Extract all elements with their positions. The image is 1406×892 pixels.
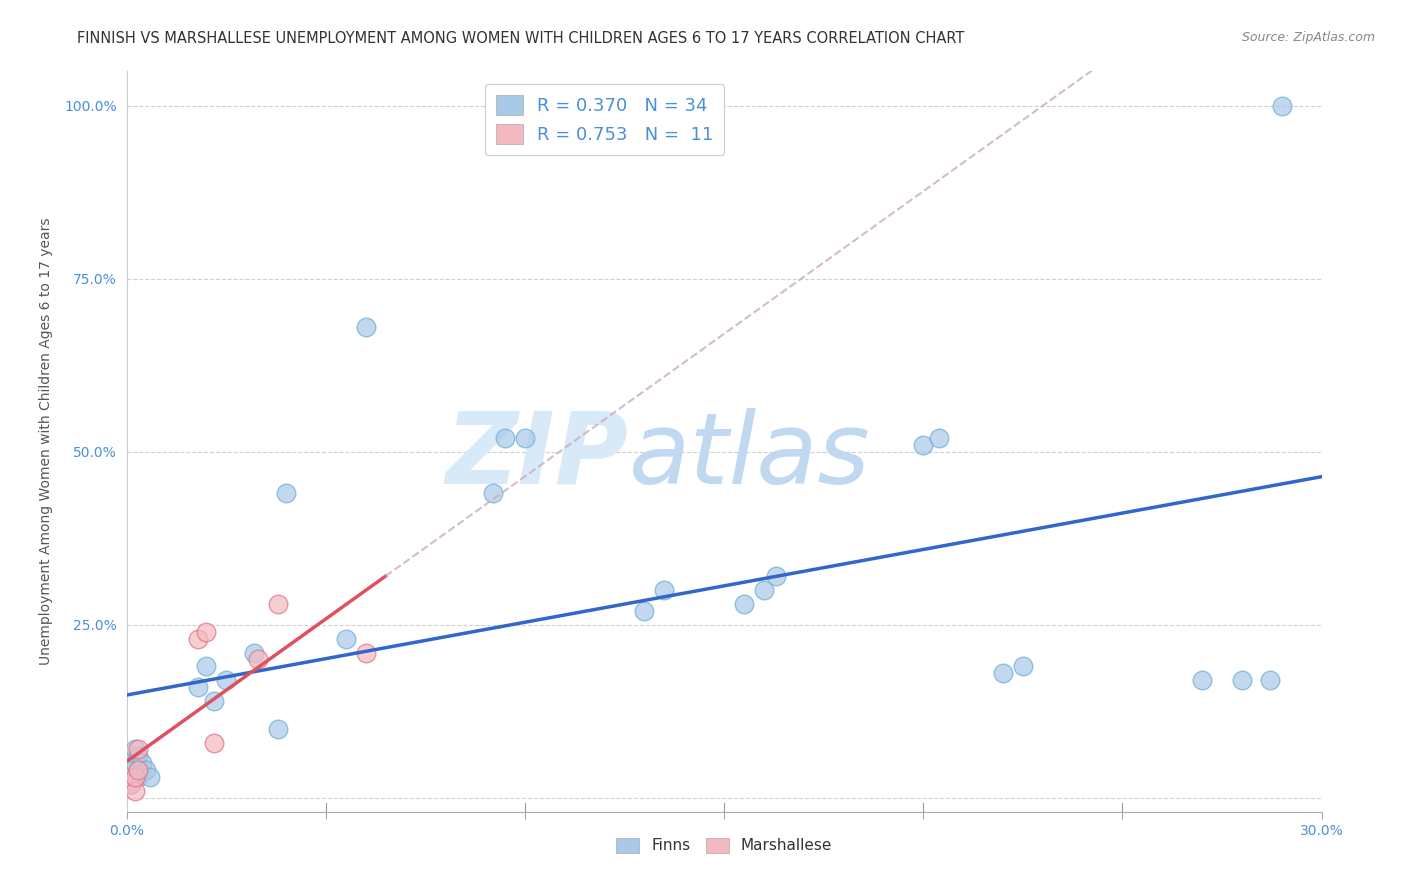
- Point: [195, 659, 218, 673]
- Text: atlas: atlas: [628, 408, 870, 505]
- Point: [127, 749, 149, 764]
- Point: [765, 569, 787, 583]
- Point: [243, 646, 266, 660]
- Point: [202, 694, 225, 708]
- Text: Source: ZipAtlas.com: Source: ZipAtlas.com: [1241, 31, 1375, 45]
- Point: [124, 742, 146, 756]
- Legend: Finns, Marshallese: Finns, Marshallese: [610, 831, 838, 860]
- Point: [1011, 659, 1033, 673]
- Point: [752, 583, 775, 598]
- Point: [120, 763, 142, 777]
- Point: [195, 624, 218, 639]
- Text: ZIP: ZIP: [446, 408, 628, 505]
- Point: [215, 673, 238, 688]
- Point: [991, 666, 1014, 681]
- Point: [131, 756, 153, 771]
- Point: [513, 431, 536, 445]
- Point: [124, 770, 146, 784]
- Point: [127, 770, 149, 784]
- Point: [120, 777, 142, 791]
- Point: [127, 763, 149, 777]
- Point: [928, 431, 950, 445]
- Point: [1271, 99, 1294, 113]
- Point: [335, 632, 357, 646]
- Point: [1258, 673, 1281, 688]
- Point: [1230, 673, 1253, 688]
- Point: [267, 597, 290, 611]
- Point: [267, 722, 290, 736]
- Point: [139, 770, 162, 784]
- Point: [135, 763, 157, 777]
- Point: [202, 735, 225, 749]
- Point: [120, 777, 142, 791]
- Point: [124, 784, 146, 798]
- Point: [482, 486, 505, 500]
- Y-axis label: Unemployment Among Women with Children Ages 6 to 17 years: Unemployment Among Women with Children A…: [39, 218, 53, 665]
- Point: [633, 604, 655, 618]
- Text: FINNISH VS MARSHALLESE UNEMPLOYMENT AMONG WOMEN WITH CHILDREN AGES 6 TO 17 YEARS: FINNISH VS MARSHALLESE UNEMPLOYMENT AMON…: [77, 31, 965, 46]
- Point: [354, 646, 377, 660]
- Point: [494, 431, 516, 445]
- Point: [912, 438, 935, 452]
- Point: [1191, 673, 1213, 688]
- Point: [354, 320, 377, 334]
- Point: [733, 597, 755, 611]
- Point: [652, 583, 675, 598]
- Point: [124, 756, 146, 771]
- Point: [187, 680, 209, 694]
- Point: [187, 632, 209, 646]
- Point: [247, 652, 270, 666]
- Point: [127, 742, 149, 756]
- Point: [274, 486, 297, 500]
